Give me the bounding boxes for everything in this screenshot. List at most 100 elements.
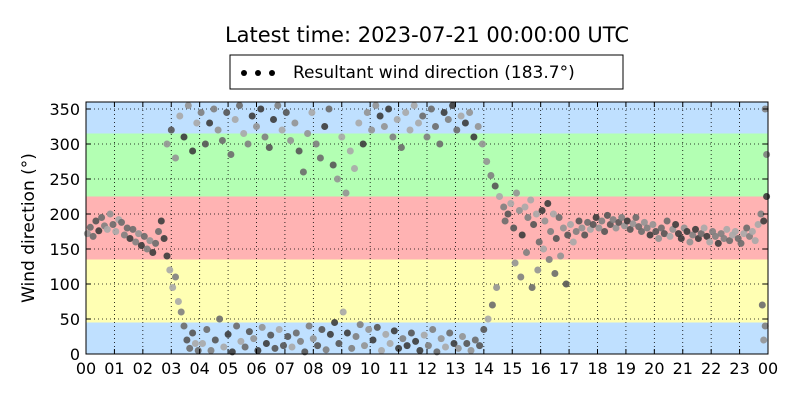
data-point [595, 224, 603, 232]
data-point [427, 105, 435, 113]
data-point [231, 116, 239, 123]
data-point [416, 347, 424, 354]
data-point [638, 228, 645, 235]
data-point [376, 112, 384, 120]
data-point [743, 224, 751, 232]
data-point [335, 340, 343, 347]
data-point [180, 322, 188, 330]
data-point [318, 326, 326, 333]
data-point [118, 218, 125, 226]
data-point [267, 331, 275, 339]
data-point [496, 193, 503, 200]
data-point [385, 105, 393, 113]
data-point [480, 326, 488, 333]
x-tick-label: 14 [474, 359, 494, 378]
x-tick-label: 09 [332, 359, 352, 378]
data-point [629, 220, 637, 228]
data-point [359, 140, 367, 148]
data-point [740, 230, 748, 238]
x-tick-label: 03 [161, 359, 181, 378]
data-point [598, 217, 606, 225]
data-point [95, 227, 103, 235]
legend-marker [269, 70, 275, 76]
data-point [210, 105, 218, 113]
data-point [227, 151, 235, 158]
data-point [244, 140, 252, 148]
x-tick-label: 13 [445, 359, 465, 378]
data-point [513, 189, 520, 197]
data-point [487, 172, 495, 179]
data-point [206, 119, 214, 127]
data-point [248, 112, 256, 120]
data-point [540, 245, 547, 253]
y-tick-label: 300 [49, 135, 80, 154]
data-point [262, 340, 270, 347]
data-point [172, 154, 179, 162]
data-point [390, 327, 398, 335]
data-point [297, 337, 304, 345]
data-point [89, 232, 97, 240]
data-point [504, 210, 512, 218]
data-point [352, 333, 360, 340]
data-point [528, 284, 536, 291]
data-point [501, 217, 509, 225]
data-point [322, 346, 330, 354]
data-point [737, 239, 745, 247]
data-point [380, 123, 388, 130]
background-band [86, 102, 768, 134]
data-point [237, 337, 245, 345]
data-point [410, 102, 418, 109]
data-point [155, 228, 162, 235]
data-point [757, 210, 765, 218]
data-point [236, 102, 243, 109]
data-point [623, 217, 631, 225]
data-point [449, 102, 457, 109]
data-point [160, 235, 168, 242]
data-point [207, 347, 215, 354]
data-point [655, 235, 663, 242]
data-point [720, 235, 728, 242]
data-point [541, 217, 549, 225]
y-tick-label: 0 [70, 345, 80, 364]
legend-marker [255, 70, 261, 76]
data-point [321, 123, 329, 130]
data-point [640, 218, 648, 226]
data-point [338, 133, 346, 141]
data-point [510, 224, 518, 232]
data-point [348, 344, 356, 352]
data-point [760, 217, 768, 225]
data-point [703, 232, 711, 240]
data-point [666, 232, 674, 240]
data-point [224, 330, 232, 338]
legend-label: Resultant wind direction (183.7°) [293, 63, 575, 83]
data-point [163, 252, 171, 260]
data-point [652, 228, 660, 235]
data-point [601, 228, 609, 235]
data-point [314, 342, 322, 350]
data-point [471, 336, 479, 344]
data-point [751, 237, 759, 245]
data-point [484, 315, 492, 323]
data-point [240, 130, 248, 137]
data-point [403, 342, 411, 350]
data-point [459, 333, 466, 340]
y-axis-label: Wind direction (°) [19, 153, 39, 303]
data-point [518, 231, 526, 239]
data-point [109, 221, 117, 228]
data-point [103, 225, 111, 233]
data-point [677, 235, 685, 242]
data-point [193, 119, 201, 127]
data-point [189, 147, 197, 155]
data-point [406, 126, 414, 134]
data-point [618, 214, 626, 221]
data-point [437, 335, 445, 343]
data-point [467, 347, 475, 354]
data-point [373, 323, 381, 331]
data-point [450, 340, 458, 347]
data-point [572, 228, 580, 235]
y-tick-label: 250 [49, 170, 80, 189]
data-point [511, 259, 519, 267]
x-tick-label: 00 [758, 359, 778, 378]
data-point [491, 182, 499, 190]
